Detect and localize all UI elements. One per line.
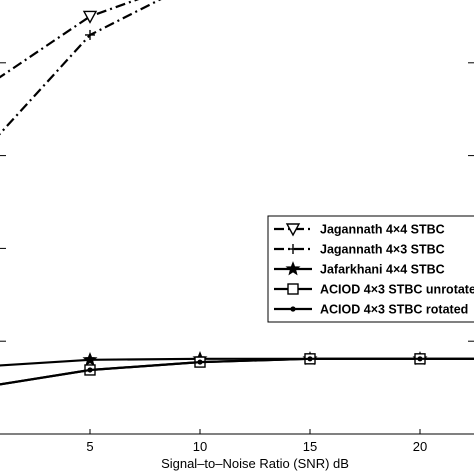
data-point [417,356,423,362]
x-tick-label: 20 [413,439,427,454]
legend-entry: Jagannath 4×4 STBC [274,223,445,237]
plot-frame [0,433,474,435]
x-axis-label: Signal–to–Noise Ratio (SNR) dB [161,456,349,471]
series-line [0,0,162,136]
legend-label: Jagannath 4×3 STBC [320,243,445,257]
data-point [82,351,98,367]
series-2 [0,0,162,136]
data-point [87,367,93,373]
legend-marker [290,306,296,312]
series-layer [0,0,474,386]
legend-marker [285,261,301,276]
legend-label: ACIOD 4×3 STBC rotated [320,303,468,317]
data-point [85,29,95,40]
data-point [82,10,98,24]
legend-marker [287,283,299,295]
data-point [197,359,203,365]
data-point [307,356,313,362]
legend-entry: Jagannath 4×3 STBC [274,243,445,257]
legend-marker [288,244,298,254]
legend-marker [285,223,301,237]
legend-label: Jagannath 4×4 STBC [320,223,445,237]
legend: Jagannath 4×4 STBC Jagannath 4×3 STBC Jafa… [267,215,474,323]
series-line [0,357,474,386]
legend-entry: Jafarkhani 4×4 STBC [274,261,445,277]
legend-label: ACIOD 4×3 STBC unrotated [320,283,474,297]
x-tick-label: 5 [86,439,93,454]
series-3 [0,350,474,367]
legend-label: Jafarkhani 4×4 STBC [320,263,445,277]
x-tick-label: 10 [193,439,207,454]
series-1 [0,0,140,79]
legend-entry: ACIOD 4×3 STBC rotated [274,303,468,317]
series-line [0,0,140,79]
axes: 5 10 15 20 [0,62,474,454]
series-5 [0,356,474,386]
legend-entry: ACIOD 4×3 STBC unrotated [274,283,474,297]
x-tick-label: 15 [303,439,317,454]
